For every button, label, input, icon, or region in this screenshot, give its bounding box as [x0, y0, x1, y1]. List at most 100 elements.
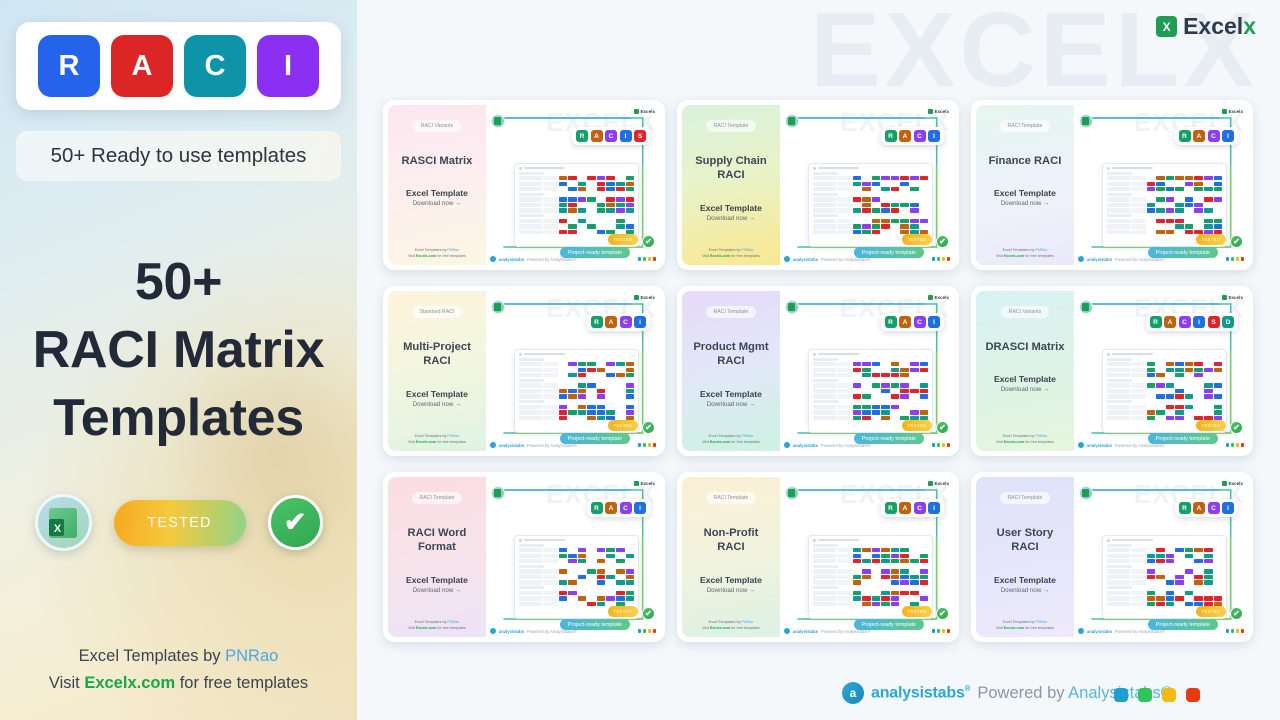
card-pnrao-link[interactable]: PNRao [447, 619, 460, 624]
card-ribbon: Project-ready template [559, 247, 630, 258]
card-dot-1 [936, 443, 940, 447]
card-analysistabs-name: analysistabs [1086, 442, 1113, 448]
template-card[interactable]: RACI Template Finance RACI Excel Template D… [971, 100, 1253, 270]
raci-chip-r: R [590, 316, 603, 328]
card-preview: EXCELX Excelx R A C I TESTED ✔ Project-ready tem… [1073, 477, 1248, 637]
card-visit-post: for free templates [1024, 439, 1054, 444]
card-subtitle-block: Excel Template Download now → [406, 575, 468, 594]
card-subtitle-block: Excel Template Download now → [406, 389, 468, 408]
card-pnrao-link[interactable]: PNRao [741, 619, 754, 624]
card-credit-pre: Excel Templates by [708, 247, 742, 252]
card-check-icon: ✔ [936, 235, 949, 248]
card-pnrao-link[interactable]: PNRao [741, 433, 754, 438]
card-credit-line: Excel Templates by PNRao [388, 433, 486, 439]
card-preview: EXCELX Excelx R A C I S D TESTED ✔ Project-ready t… [1073, 291, 1248, 451]
card-analysistabs-name: analysistabs [1086, 628, 1113, 634]
card-dot-1 [642, 629, 646, 633]
card-pnrao-link[interactable]: PNRao [447, 433, 460, 438]
card-excel-template-label: Excel Template [993, 574, 1056, 585]
card-download-cta[interactable]: Download now → [412, 200, 462, 208]
card-excelx-link[interactable]: Excelx.com [1003, 253, 1025, 258]
card-spreadsheet-preview [513, 162, 640, 248]
card-inner: RACI Template Product Mgmt RACI Excel Temp… [682, 291, 954, 451]
raci-chip-i: I [928, 130, 940, 142]
card-dot-1 [642, 257, 646, 261]
card-visit-post: for free templates [1024, 625, 1054, 630]
card-tested-badge: TESTED [608, 420, 638, 431]
card-cover-footer: Excel Templates by PNRao Visit Excelx.com… [682, 619, 780, 631]
card-preview: EXCELX Excelx R A C I S TESTED ✔ Project-ready te… [485, 105, 660, 265]
excelx-logo-accent: x [1243, 13, 1256, 39]
card-download-cta[interactable]: Download now → [706, 586, 756, 594]
card-excelx-link[interactable]: Excelx.com [709, 253, 731, 258]
card-download-cta[interactable]: Download now → [1000, 386, 1050, 394]
template-card[interactable]: RACI Template Non-Profit RACI Excel Templa… [677, 472, 959, 642]
card-excelx-logo-text: Excelx [640, 481, 655, 486]
template-card[interactable]: RACI Template Product Mgmt RACI Excel Temp… [677, 286, 959, 456]
card-credit-pre: Excel Templates by [1002, 247, 1036, 252]
card-excelx-link[interactable]: Excelx.com [415, 625, 437, 630]
raci-chip-c: C [605, 130, 617, 142]
card-excelx-link[interactable]: Excelx.com [415, 439, 437, 444]
template-card[interactable]: RACI Variants RASCI Matrix Excel Template D… [383, 100, 665, 270]
card-tested-badge: TESTED [902, 420, 932, 431]
card-dot-0 [931, 443, 935, 447]
raci-chip-c: C [1178, 316, 1191, 328]
card-excel-template-label: Excel Template [405, 188, 468, 199]
card-excelx-link[interactable]: Excelx.com [1003, 439, 1025, 444]
card-download-cta[interactable]: Download now → [412, 586, 462, 594]
raci-chip-c: C [619, 316, 632, 328]
card-pnrao-link[interactable]: PNRao [741, 247, 754, 252]
card-pnrao-link[interactable]: PNRao [1035, 247, 1048, 252]
card-analysistabs-name: analysistabs [792, 628, 819, 634]
card-spreadsheet-preview [807, 348, 934, 434]
template-card[interactable]: Standard RACI Multi-Project RACI Excel Tem… [383, 286, 665, 456]
excel-icon: X [34, 494, 92, 551]
template-card[interactable]: RACI Template RACI Word Format Excel Templ… [383, 472, 665, 642]
card-dot-0 [1225, 629, 1229, 633]
card-download-cta[interactable]: Download now → [412, 400, 462, 408]
card-pnrao-link[interactable]: PNRao [1035, 433, 1048, 438]
card-bottom-bar: analysistabs Powered by Analysistabs® [489, 628, 656, 634]
card-dot-3 [1240, 629, 1244, 633]
card-excelx-link[interactable]: Excelx.com [1003, 625, 1025, 630]
card-title: Product Mgmt RACI [693, 341, 769, 368]
template-card[interactable]: RACI Variants DRASCI Matrix Excel Template… [971, 286, 1253, 456]
card-visit-pre: Visit [407, 253, 416, 258]
card-credit-line: Excel Templates by PNRao [682, 619, 780, 625]
card-analysistabs-name: analysistabs [1086, 256, 1113, 262]
raci-chip-i: I [634, 316, 646, 328]
card-excelx-link[interactable]: Excelx.com [415, 253, 437, 258]
raci-chip-i: I [1222, 502, 1234, 514]
card-download-cta[interactable]: Download now → [1000, 586, 1050, 594]
card-subtitle-block: Excel Template Download now → [700, 575, 762, 594]
raci-chip-r: R [590, 502, 603, 514]
card-download-cta[interactable]: Download now → [706, 400, 756, 408]
card-pnrao-link[interactable]: PNRao [447, 247, 460, 252]
card-pnrao-link[interactable]: PNRao [1035, 619, 1048, 624]
card-excelx-logo-text: Excelx [934, 481, 949, 486]
card-excelx-logo: Excelx [927, 481, 949, 486]
card-excelx-link[interactable]: Excelx.com [709, 625, 731, 630]
ready-templates-pill: 50+ Ready to use templates [16, 131, 341, 181]
card-excelx-logo-icon [1221, 481, 1227, 486]
card-visit-pre: Visit [701, 253, 710, 258]
card-download-cta[interactable]: Download now → [706, 214, 756, 222]
card-check-icon: ✔ [1230, 421, 1243, 434]
card-title: User Story RACI [996, 527, 1054, 554]
template-card[interactable]: RACI Template User Story RACI Excel Templa… [971, 472, 1253, 642]
excel-icon-letter: X [53, 522, 62, 535]
pnrao-link[interactable]: PNRao [225, 647, 279, 665]
template-card[interactable]: RACI Template Supply Chain RACI Excel Temp… [677, 100, 959, 270]
card-visit-post: for free templates [730, 253, 760, 258]
raci-chip-c: C [1207, 502, 1220, 514]
excelx-link[interactable]: Excelx.com [84, 673, 176, 692]
card-powered-by: Powered by Analysistabs® [1115, 256, 1165, 262]
card-download-cta[interactable]: Download now → [1000, 200, 1050, 208]
card-excelx-link[interactable]: Excelx.com [709, 439, 731, 444]
card-dots-row [637, 443, 656, 447]
raci-chip-a: A [1193, 502, 1205, 514]
